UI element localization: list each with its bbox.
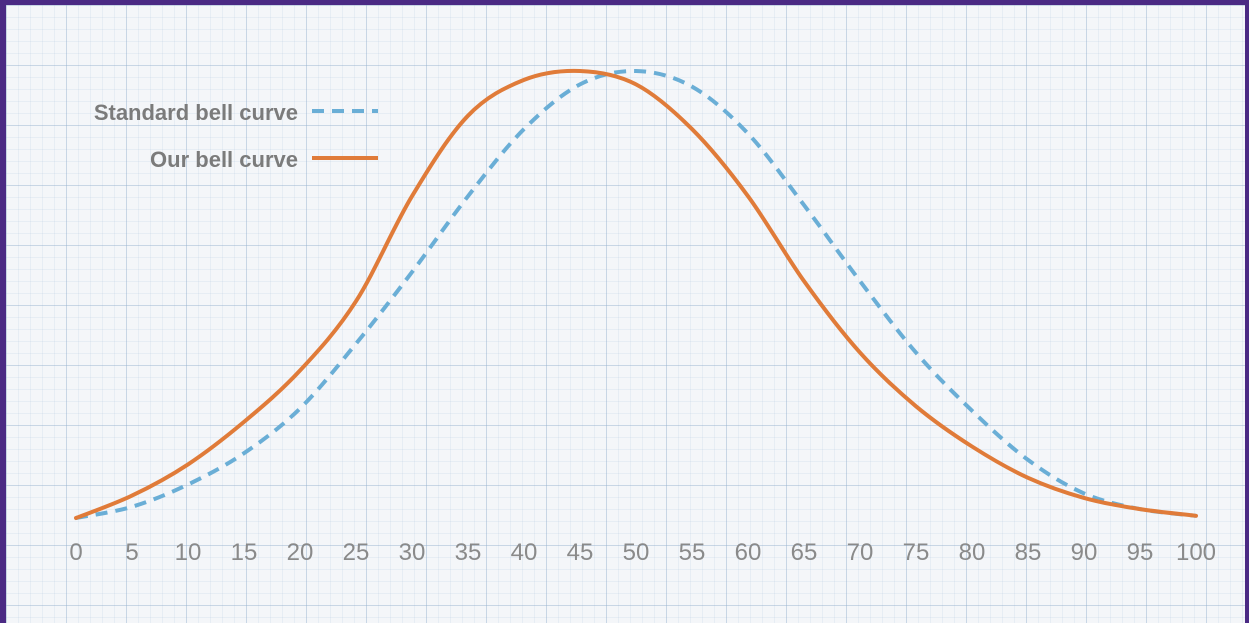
x-tick-label: 50 [623,539,650,566]
x-tick-label: 55 [679,539,706,566]
x-tick-label: 95 [1127,539,1154,566]
x-tick-label: 60 [735,539,762,566]
our-bell-curve-line [74,68,1198,520]
x-tick-label: 65 [791,539,818,566]
legend-label-standard: Standard bell curve [94,100,298,125]
x-tick-label: 25 [343,539,370,566]
x-tick-label: 45 [567,539,594,566]
series-layer [74,68,1198,520]
x-tick-label: 100 [1176,539,1216,566]
x-tick-label: 20 [287,539,314,566]
x-tick-label: 30 [399,539,426,566]
legend-label-ours: Our bell curve [150,147,298,172]
x-tick-label: 5 [125,539,138,566]
legend: Standard bell curve Our bell curve [94,100,378,172]
x-tick-label: 40 [511,539,538,566]
x-tick-label: 90 [1071,539,1098,566]
x-tick-label: 10 [175,539,202,566]
x-tick-label: 35 [455,539,482,566]
x-tick-label: 15 [231,539,258,566]
x-tick-label: 75 [903,539,930,566]
x-tick-label: 85 [1015,539,1042,566]
bell-curve-chart: 0 5 10 15 20 25 30 35 40 45 50 55 60 65 70 75 80 85 90 95 10… [69,68,1216,566]
standard-bell-curve-line [75,68,1197,520]
x-tick-label: 70 [847,539,874,566]
x-tick-label: 80 [959,539,986,566]
x-axis-ticks: 0 5 10 15 20 25 30 35 40 45 50 55 60 65 70 75 80 85 90 95 10… [69,539,1216,566]
x-tick-label: 0 [69,539,82,566]
